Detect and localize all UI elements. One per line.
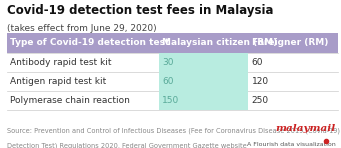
Bar (159, 72, 248, 91)
Text: Antigen rapid test kit: Antigen rapid test kit (10, 77, 106, 86)
Text: 250: 250 (252, 96, 269, 105)
Text: A Flourish data visualization: A Flourish data visualization (247, 141, 336, 147)
Bar (159, 53, 248, 72)
Text: 60: 60 (162, 77, 174, 86)
Bar (7, 91, 338, 110)
Text: Type of Covid-19 detection test: Type of Covid-19 detection test (10, 38, 169, 47)
Text: Detection Test) Regulations 2020, Federal Government Gazette website: Detection Test) Regulations 2020, Federa… (7, 142, 247, 148)
Text: malaymail: malaymail (276, 124, 336, 133)
Bar (159, 91, 248, 110)
Bar (7, 72, 338, 91)
Text: 60: 60 (252, 58, 263, 67)
Text: Polymerase chain reaction: Polymerase chain reaction (10, 96, 130, 105)
Text: 30: 30 (162, 58, 174, 67)
Bar (7, 53, 338, 72)
Text: Malaysian citizen (RM): Malaysian citizen (RM) (162, 38, 278, 47)
Text: Source: Prevention and Control of Infectious Diseases (Fee for Coronavirus Disea: Source: Prevention and Control of Infect… (7, 127, 340, 134)
Text: 120: 120 (252, 77, 269, 86)
Text: (takes effect from June 29, 2020): (takes effect from June 29, 2020) (7, 24, 157, 33)
Text: Covid-19 detection test fees in Malaysia: Covid-19 detection test fees in Malaysia (7, 4, 273, 17)
Bar (7, 33, 338, 53)
Text: 150: 150 (162, 96, 180, 105)
Text: Antibody rapid test kit: Antibody rapid test kit (10, 58, 112, 67)
Text: Foreigner (RM): Foreigner (RM) (252, 38, 328, 47)
